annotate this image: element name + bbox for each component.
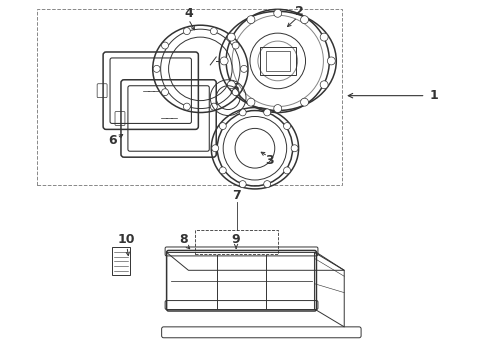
Bar (260, 47, 295, 75)
Text: 3: 3 (266, 154, 274, 167)
Text: 7: 7 (232, 189, 241, 202)
Ellipse shape (183, 28, 190, 35)
Text: 1: 1 (429, 89, 438, 102)
Ellipse shape (210, 103, 217, 110)
Bar (37, 9, 342, 185)
Ellipse shape (320, 33, 328, 41)
Text: 10: 10 (117, 233, 135, 246)
Ellipse shape (183, 103, 190, 110)
Polygon shape (315, 252, 344, 327)
Ellipse shape (247, 16, 255, 24)
Ellipse shape (320, 81, 328, 89)
Ellipse shape (284, 167, 291, 174)
Ellipse shape (220, 167, 226, 174)
Text: 2: 2 (295, 5, 304, 18)
Text: 9: 9 (232, 233, 241, 246)
Ellipse shape (227, 81, 235, 89)
Ellipse shape (227, 33, 235, 41)
Ellipse shape (210, 28, 217, 35)
Ellipse shape (239, 109, 246, 116)
Ellipse shape (274, 9, 282, 17)
Ellipse shape (284, 123, 291, 130)
Bar (196, 230, 278, 255)
Ellipse shape (162, 42, 169, 49)
Ellipse shape (220, 123, 226, 130)
Ellipse shape (300, 98, 309, 106)
Ellipse shape (241, 66, 247, 72)
Text: 4: 4 (184, 7, 193, 20)
Bar (112, 247, 130, 275)
Ellipse shape (220, 57, 228, 65)
Ellipse shape (274, 105, 282, 113)
Text: 5: 5 (231, 82, 240, 95)
Ellipse shape (327, 57, 335, 65)
Ellipse shape (212, 145, 219, 152)
Ellipse shape (239, 181, 246, 188)
Text: 8: 8 (179, 233, 188, 246)
Ellipse shape (300, 16, 309, 24)
Ellipse shape (162, 89, 169, 96)
Ellipse shape (247, 98, 255, 106)
Ellipse shape (232, 42, 239, 49)
Ellipse shape (264, 181, 270, 188)
Bar (266, 51, 290, 71)
Ellipse shape (232, 89, 239, 96)
Text: 6: 6 (109, 134, 117, 147)
Ellipse shape (264, 109, 270, 116)
Ellipse shape (153, 66, 160, 72)
Ellipse shape (291, 145, 298, 152)
Polygon shape (167, 252, 344, 270)
